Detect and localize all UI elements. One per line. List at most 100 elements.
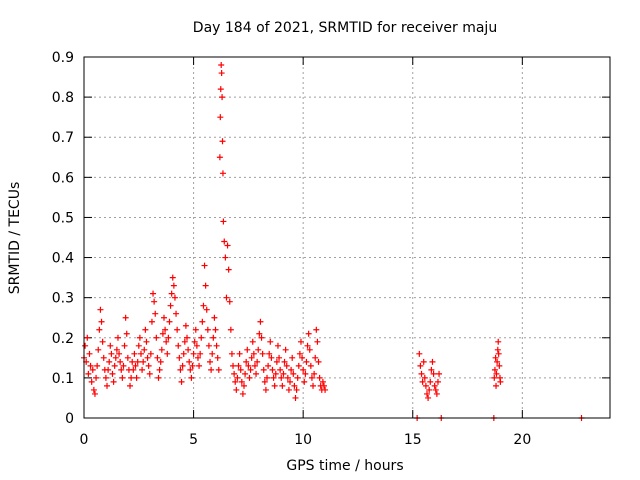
data-point bbox=[200, 302, 207, 309]
data-point bbox=[436, 370, 443, 377]
data-point bbox=[284, 374, 291, 381]
data-point bbox=[219, 138, 226, 145]
data-point bbox=[290, 370, 297, 377]
data-point bbox=[231, 370, 238, 377]
data-point bbox=[108, 350, 115, 357]
data-point bbox=[493, 382, 500, 389]
data-point bbox=[204, 326, 211, 333]
data-point bbox=[262, 386, 269, 393]
data-point bbox=[300, 366, 307, 373]
data-point bbox=[250, 350, 257, 357]
data-point bbox=[417, 362, 424, 369]
data-point bbox=[187, 366, 194, 373]
data-point bbox=[152, 310, 159, 317]
data-point bbox=[281, 358, 288, 365]
data-point bbox=[96, 326, 103, 333]
data-point bbox=[188, 374, 195, 381]
data-point bbox=[261, 378, 268, 385]
data-point bbox=[312, 354, 319, 361]
data-point bbox=[141, 346, 148, 353]
data-point bbox=[302, 370, 309, 377]
data-point bbox=[315, 358, 322, 365]
data-point bbox=[215, 366, 222, 373]
data-point bbox=[157, 358, 164, 365]
data-point bbox=[136, 334, 143, 341]
data-point bbox=[156, 366, 163, 373]
data-point bbox=[213, 342, 220, 349]
data-point bbox=[297, 338, 304, 345]
data-point bbox=[219, 94, 226, 101]
chart-title: Day 184 of 2021, SRMTID for receiver maj… bbox=[193, 20, 497, 36]
data-point bbox=[265, 362, 272, 369]
data-point bbox=[493, 370, 500, 377]
x-tick-label: 5 bbox=[189, 432, 198, 448]
data-point bbox=[496, 362, 503, 369]
data-point bbox=[319, 378, 326, 385]
data-point bbox=[184, 334, 191, 341]
data-point bbox=[171, 294, 178, 301]
data-point bbox=[310, 382, 317, 389]
data-point bbox=[222, 254, 229, 261]
x-axis-label: GPS time / hours bbox=[286, 458, 403, 474]
data-point bbox=[178, 378, 185, 385]
data-point bbox=[164, 350, 171, 357]
data-point bbox=[99, 338, 106, 345]
data-point bbox=[167, 302, 174, 309]
data-point bbox=[214, 354, 221, 361]
data-point bbox=[207, 358, 214, 365]
data-point bbox=[293, 386, 300, 393]
data-point bbox=[151, 298, 158, 305]
data-point bbox=[256, 330, 263, 337]
data-point bbox=[426, 386, 433, 393]
data-point bbox=[227, 326, 234, 333]
data-point bbox=[82, 342, 89, 349]
data-point bbox=[142, 326, 149, 333]
data-point bbox=[100, 354, 107, 361]
data-point bbox=[159, 330, 166, 337]
data-point bbox=[288, 366, 295, 373]
data-point bbox=[247, 366, 254, 373]
data-point bbox=[237, 366, 244, 373]
data-point bbox=[320, 382, 327, 389]
data-point bbox=[292, 394, 299, 401]
data-point bbox=[220, 218, 227, 225]
x-tick-label: 0 bbox=[80, 432, 89, 448]
data-point bbox=[154, 354, 161, 361]
data-point bbox=[145, 362, 152, 369]
y-tick-label: 0.6 bbox=[52, 170, 74, 186]
data-point bbox=[423, 390, 430, 397]
data-point bbox=[223, 294, 230, 301]
data-point bbox=[271, 382, 278, 389]
data-point bbox=[135, 342, 142, 349]
data-point bbox=[491, 366, 498, 373]
data-point bbox=[132, 362, 139, 369]
data-point bbox=[87, 362, 94, 369]
data-point bbox=[495, 350, 502, 357]
x-tick-label: 20 bbox=[513, 432, 531, 448]
data-point bbox=[305, 330, 312, 337]
data-point bbox=[89, 366, 96, 373]
data-point bbox=[91, 390, 98, 397]
data-point bbox=[429, 358, 436, 365]
data-point bbox=[202, 282, 209, 289]
data-point bbox=[308, 374, 315, 381]
data-point bbox=[494, 358, 501, 365]
data-point bbox=[210, 334, 217, 341]
y-tick-label: 0.4 bbox=[52, 251, 74, 267]
y-tick-label: 0.3 bbox=[52, 291, 74, 307]
data-point bbox=[173, 310, 180, 317]
data-point bbox=[97, 306, 104, 313]
y-tick-label: 0.1 bbox=[52, 371, 74, 387]
data-point bbox=[253, 370, 260, 377]
y-axis-ticks: 0 0.1 0.2 0.3 0.4 0.5 0.6 0.7 0.8 0.9 bbox=[52, 50, 610, 427]
data-point bbox=[182, 322, 189, 329]
data-point bbox=[98, 318, 105, 325]
data-point bbox=[235, 362, 242, 369]
data-point bbox=[137, 350, 144, 357]
data-point bbox=[127, 382, 134, 389]
data-point bbox=[165, 334, 172, 341]
data-point bbox=[117, 358, 124, 365]
data-point bbox=[243, 358, 250, 365]
data-point bbox=[196, 362, 203, 369]
